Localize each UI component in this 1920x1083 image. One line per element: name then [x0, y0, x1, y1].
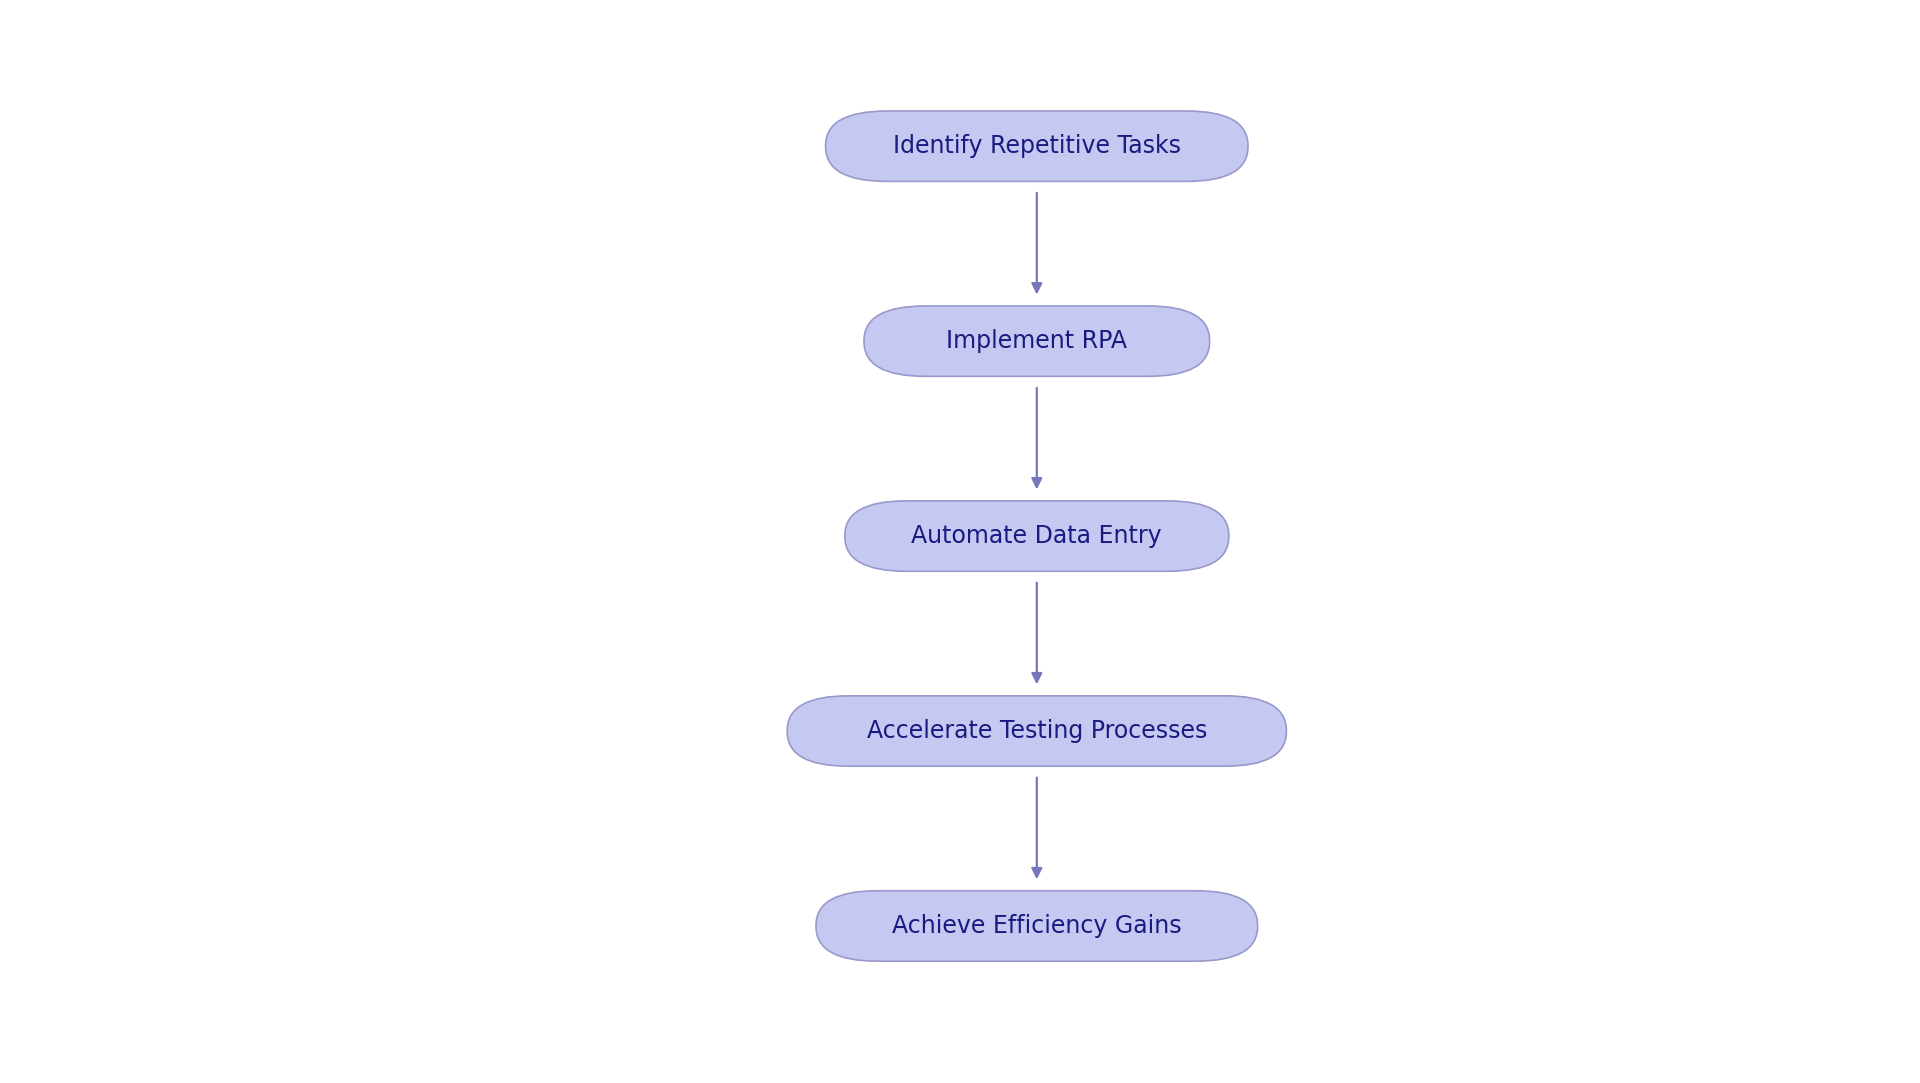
FancyBboxPatch shape [816, 890, 1258, 962]
FancyBboxPatch shape [787, 696, 1286, 767]
Text: Achieve Efficiency Gains: Achieve Efficiency Gains [893, 914, 1181, 938]
Text: Implement RPA: Implement RPA [947, 329, 1127, 353]
FancyBboxPatch shape [826, 112, 1248, 182]
FancyBboxPatch shape [845, 500, 1229, 572]
FancyBboxPatch shape [864, 305, 1210, 376]
Text: Automate Data Entry: Automate Data Entry [912, 524, 1162, 548]
Text: Accelerate Testing Processes: Accelerate Testing Processes [866, 719, 1208, 743]
Text: Identify Repetitive Tasks: Identify Repetitive Tasks [893, 134, 1181, 158]
